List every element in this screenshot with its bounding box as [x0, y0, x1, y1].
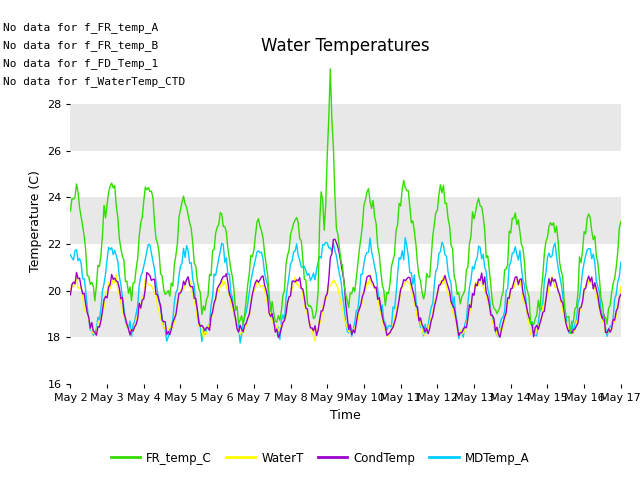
Y-axis label: Temperature (C): Temperature (C): [29, 170, 42, 272]
Title: Water Temperatures: Water Temperatures: [261, 36, 430, 55]
X-axis label: Time: Time: [330, 408, 361, 421]
Bar: [70, 291, 621, 337]
Bar: [70, 244, 621, 291]
Legend: FR_temp_C, WaterT, CondTemp, MDTemp_A: FR_temp_C, WaterT, CondTemp, MDTemp_A: [106, 447, 534, 469]
Text: No data for f_WaterTemp_CTD: No data for f_WaterTemp_CTD: [3, 76, 186, 87]
Bar: [70, 58, 621, 104]
Bar: [70, 197, 621, 244]
Text: No data for f_FR_temp_B: No data for f_FR_temp_B: [3, 40, 159, 51]
Bar: [70, 337, 621, 384]
Text: No data for f_FR_temp_A: No data for f_FR_temp_A: [3, 22, 159, 33]
Text: No data for f_FD_Temp_1: No data for f_FD_Temp_1: [3, 58, 159, 69]
Bar: [70, 104, 621, 151]
Bar: [70, 151, 621, 197]
